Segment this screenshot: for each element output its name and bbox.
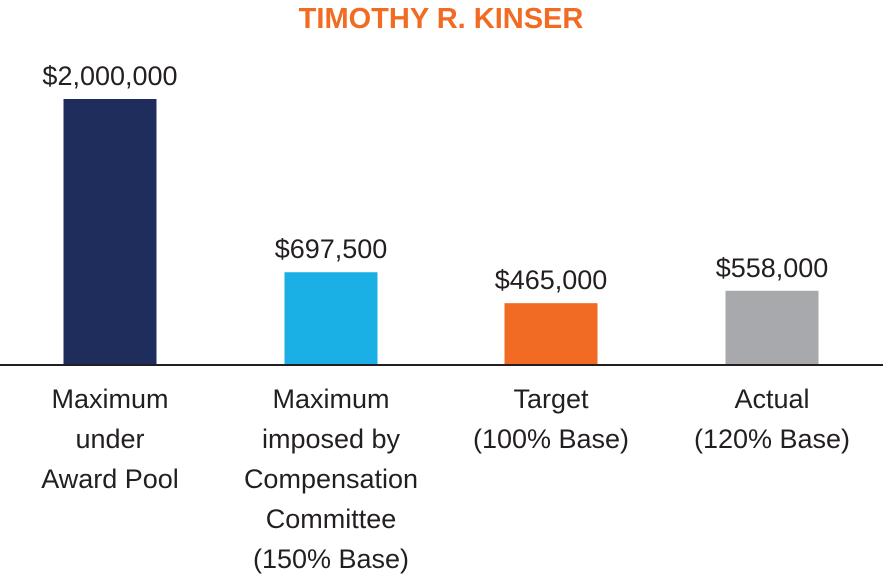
category-label-line: Target bbox=[513, 384, 589, 414]
bar-4 bbox=[725, 290, 819, 365]
category-label-line: Maximum bbox=[272, 384, 389, 414]
chart-title: TIMOTHY R. KINSER bbox=[299, 3, 584, 35]
category-label-line: imposed by bbox=[262, 424, 401, 454]
value-label-4: $558,000 bbox=[716, 253, 829, 283]
category-label-line: (120% Base) bbox=[694, 424, 850, 454]
category-label-1: Maximum under Award Pool bbox=[41, 384, 179, 494]
value-label-1: $2,000,000 bbox=[42, 61, 177, 91]
value-labels-group: $2,000,000 $697,500 $465,000 $558,000 bbox=[42, 61, 828, 295]
category-label-line: under bbox=[75, 424, 144, 454]
category-label-line: Compensation bbox=[244, 464, 418, 494]
bars-group bbox=[63, 99, 819, 365]
value-label-3: $465,000 bbox=[495, 265, 608, 295]
bar-2 bbox=[284, 272, 378, 365]
category-label-line: (100% Base) bbox=[473, 424, 629, 454]
bar-3 bbox=[504, 303, 598, 365]
category-label-line: Award Pool bbox=[41, 464, 179, 494]
category-label-4: Actual (120% Base) bbox=[694, 384, 850, 454]
category-label-line: Maximum bbox=[51, 384, 168, 414]
category-label-3: Target (100% Base) bbox=[473, 384, 629, 454]
category-label-line: Actual bbox=[734, 384, 809, 414]
value-label-2: $697,500 bbox=[275, 234, 388, 264]
category-labels-group: Maximum under Award Pool Maximum imposed by C… bbox=[41, 384, 850, 574]
category-label-line: Committee bbox=[266, 504, 397, 534]
category-label-line: (150% Base) bbox=[253, 544, 409, 574]
category-label-2: Maximum imposed by Compensation Committee (1… bbox=[244, 384, 418, 574]
bar-1 bbox=[63, 99, 157, 365]
